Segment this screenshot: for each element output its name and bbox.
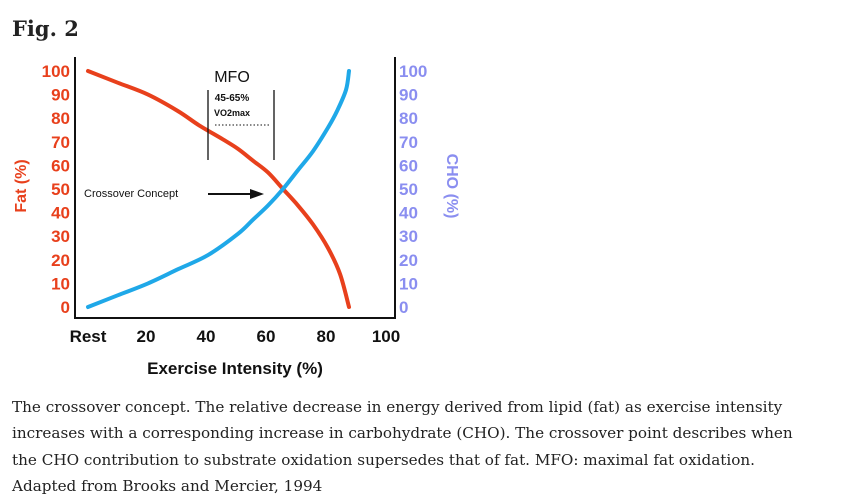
- y-tick-label-left: 50: [51, 180, 70, 199]
- y-tick-label-right: 90: [399, 86, 418, 105]
- y-tick-label-left: 80: [51, 109, 70, 128]
- figure-title: Fig. 2: [12, 16, 79, 41]
- y-tick-label-left: 70: [51, 133, 70, 152]
- mfo-range-label: 45-65%: [215, 93, 250, 104]
- y-tick-label-left: 10: [51, 274, 70, 293]
- y-tick-label-left: 30: [51, 227, 70, 246]
- x-axis-label: Exercise Intensity (%): [147, 359, 323, 378]
- x-tick-label: 40: [197, 327, 216, 346]
- y-tick-label-right: 20: [399, 251, 418, 270]
- fat-series-line: [86, 69, 351, 309]
- y-tick-label-left: 40: [51, 204, 70, 223]
- crossover-chart: 0 0 10 10 20 20 30 30 40 40 50 50 60 60 70 70 80 80 90 90 10…: [13, 57, 460, 378]
- caption-line: the CHO contribution to substrate oxidat…: [12, 450, 755, 469]
- mfo-vo2-label: VO2max: [214, 108, 250, 118]
- y-tick-label-left: 0: [61, 298, 70, 317]
- y-tick-label-left: 90: [51, 86, 70, 105]
- crossover-label: Crossover Concept: [84, 188, 178, 200]
- y-tick-label-right: 40: [399, 204, 418, 223]
- figure-caption: The crossover concept. The relative decr…: [12, 394, 852, 499]
- y-tick-label-right: 0: [399, 298, 408, 317]
- cho-series-line: [86, 69, 351, 309]
- y-tick-label-right: 50: [399, 180, 418, 199]
- y-tick-label-right: 60: [399, 156, 418, 175]
- crossover-arrowhead: [250, 189, 264, 199]
- y-tick-label-left: 20: [51, 251, 70, 270]
- mfo-label: MFO: [214, 69, 250, 86]
- y-tick-label-right: 100: [399, 62, 427, 81]
- caption-line: The crossover concept. The relative decr…: [12, 398, 783, 416]
- y-tick-label-right: 70: [399, 133, 418, 152]
- y-tick-label-right: 80: [399, 109, 418, 128]
- y-tick-label-right: 30: [399, 227, 418, 246]
- y-tick-label-left: 60: [51, 156, 70, 175]
- x-tick-label: 80: [317, 327, 336, 346]
- x-tick-label: 60: [257, 327, 276, 346]
- y-tick-label-right: 10: [399, 274, 418, 293]
- x-tick-label: Rest: [70, 327, 107, 346]
- y-axis-label-right: CHO (%): [443, 154, 460, 219]
- x-tick-label: 100: [372, 327, 400, 346]
- y-tick-label-left: 100: [42, 62, 70, 81]
- plot-frame: [74, 57, 396, 319]
- caption-line: Adapted from Brooks and Mercier, 1994: [12, 476, 323, 495]
- caption-line: increases with a corresponding increase …: [12, 424, 793, 443]
- x-tick-label: 20: [137, 327, 156, 346]
- y-axis-label-left: Fat (%): [13, 159, 30, 212]
